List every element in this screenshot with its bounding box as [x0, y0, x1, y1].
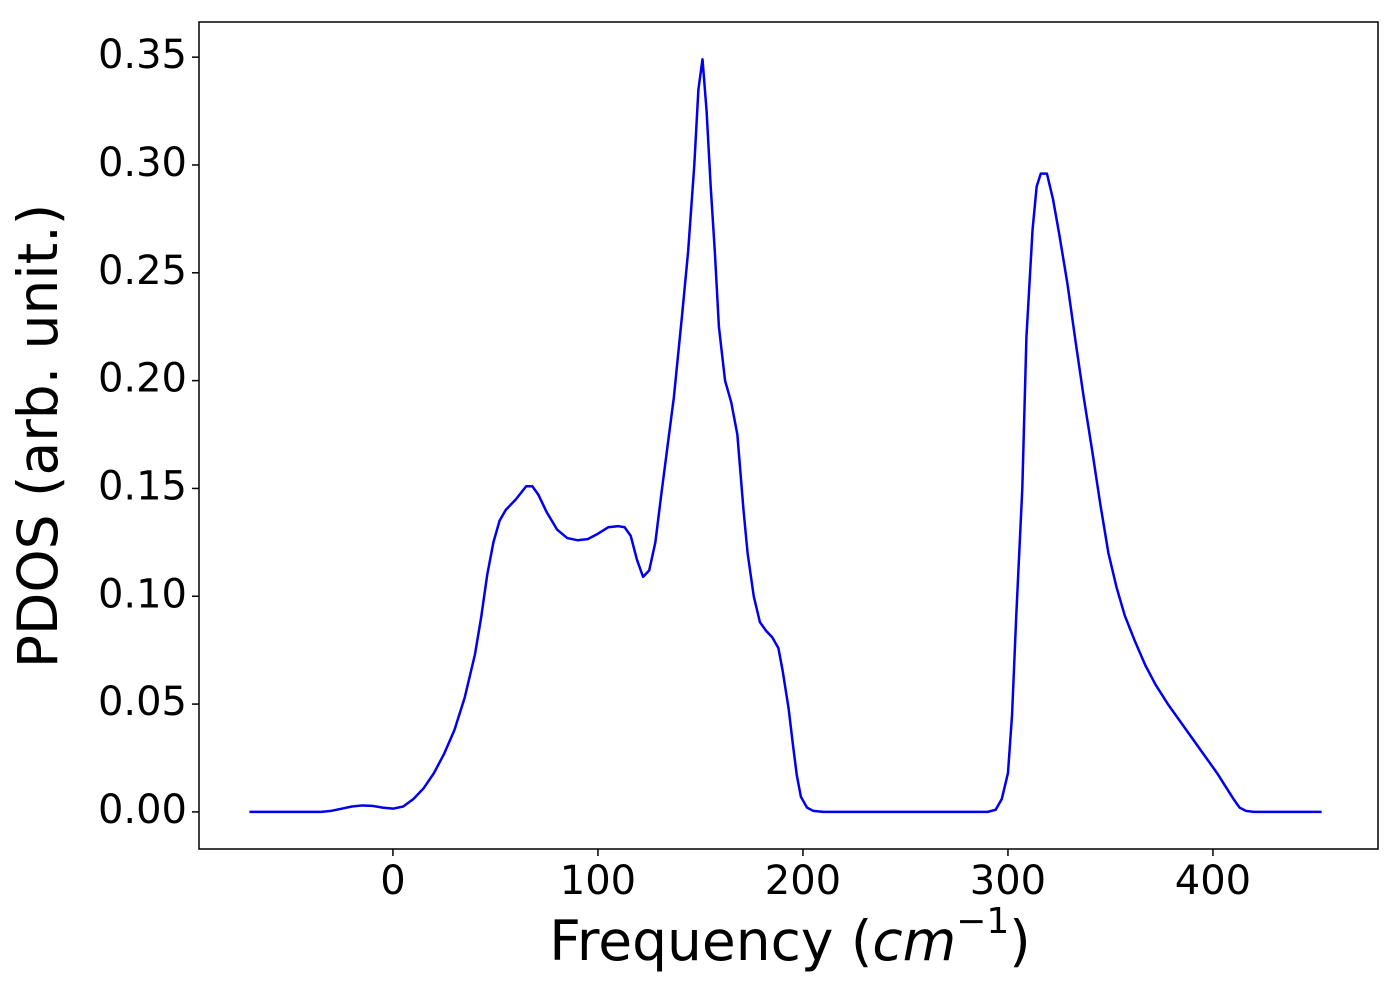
- x-tick-label: 200: [765, 858, 841, 904]
- x-label-exponent: −1: [956, 901, 1009, 942]
- y-tick-label: 0.35: [98, 32, 187, 78]
- y-axis-label: PDOS (arb. unit.): [6, 204, 70, 668]
- x-label-close: ): [1009, 909, 1030, 973]
- y-tick-label: 0.15: [98, 463, 187, 509]
- y-tick-label: 0.20: [98, 356, 187, 402]
- x-tick-label: 0: [380, 858, 405, 904]
- y-tick-label: 0.10: [98, 571, 187, 617]
- x-label-unit: cm: [872, 909, 956, 973]
- data-line: [249, 58, 1322, 814]
- x-axis-label: Frequency (cm−1): [549, 901, 1030, 973]
- x-tick-label: 100: [560, 858, 636, 904]
- plot-frame: [198, 21, 1379, 850]
- y-tick-label: 0.25: [98, 248, 187, 294]
- y-tick-label: 0.00: [98, 787, 187, 833]
- x-label-text: Frequency (: [549, 909, 872, 973]
- y-tick-label: 0.30: [98, 140, 187, 186]
- y-tick-label: 0.05: [98, 679, 187, 725]
- x-tick-label: 400: [1175, 858, 1251, 904]
- x-tick-label: 300: [970, 858, 1046, 904]
